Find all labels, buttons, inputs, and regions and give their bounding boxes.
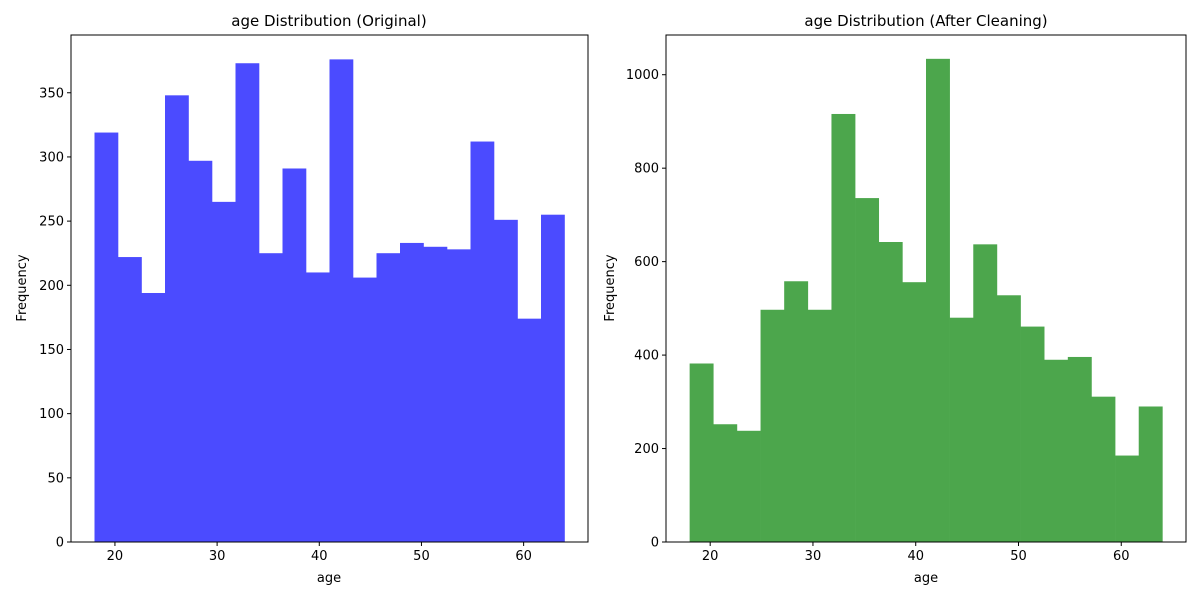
- histogram-bar: [400, 242, 424, 542]
- y-axis-label: Frequency: [603, 254, 618, 321]
- histogram-bar: [282, 168, 307, 543]
- x-tick-label: 50: [413, 549, 430, 564]
- histogram-bar: [831, 113, 856, 542]
- histogram-bar: [926, 58, 950, 543]
- x-axis-label: age: [317, 571, 341, 586]
- histogram-bar: [878, 242, 903, 542]
- histogram-bar: [517, 318, 542, 542]
- histogram-bar: [541, 214, 565, 542]
- chart-title: age Distribution (Original): [231, 12, 426, 30]
- histogram-bar: [423, 246, 448, 543]
- histogram-bar: [784, 281, 809, 542]
- histogram-bar: [1044, 359, 1069, 542]
- y-tick-label: 250: [39, 215, 64, 230]
- plot-frame: [665, 34, 1187, 543]
- histogram-bar: [949, 317, 974, 542]
- y-tick-label: 200: [634, 442, 659, 457]
- y-tick-label: 400: [634, 349, 659, 364]
- histogram-bar: [996, 295, 1021, 542]
- y-tick-label: 300: [39, 150, 64, 165]
- histogram-bar: [855, 198, 880, 542]
- histogram-bar: [353, 277, 377, 542]
- x-tick-label: 60: [1113, 549, 1130, 564]
- x-axis-label: age: [914, 571, 938, 586]
- y-tick-label: 600: [634, 255, 659, 270]
- histogram-bar: [376, 253, 401, 543]
- histogram-bar: [118, 257, 142, 542]
- histogram-bar: [807, 309, 832, 542]
- y-tick-label: 200: [39, 279, 64, 294]
- y-tick-label: 0: [651, 536, 659, 551]
- histogram-bar: [1138, 406, 1163, 542]
- plot-frame: [70, 34, 589, 543]
- histogram-bar: [713, 424, 738, 542]
- histogram-bar: [902, 282, 927, 542]
- y-ticks: 0 50 100 150 200 250 300 350: [39, 86, 71, 551]
- bars-group: [689, 58, 1163, 543]
- histogram-bar: [1020, 326, 1045, 542]
- histogram-bar: [165, 95, 189, 542]
- y-ticks: 0 200 400 600 800 1000: [626, 68, 666, 551]
- histogram-bar: [689, 363, 714, 542]
- y-tick-label: 50: [47, 471, 64, 486]
- x-tick-label: 40: [907, 549, 924, 564]
- histogram-bar: [494, 219, 518, 542]
- y-tick-label: 100: [39, 407, 64, 422]
- histogram-bar: [235, 63, 260, 542]
- histogram-bar: [470, 141, 495, 542]
- y-tick-label: 800: [634, 162, 659, 177]
- histogram-bar: [1115, 455, 1140, 542]
- x-tick-label: 20: [702, 549, 719, 564]
- histogram-bar: [973, 244, 998, 543]
- histogram-bar: [329, 59, 354, 543]
- bars-group: [94, 59, 565, 543]
- histogram-bar: [141, 292, 166, 542]
- histogram-bar: [1091, 396, 1116, 542]
- x-ticks: 20 30 40 50 60: [107, 542, 532, 564]
- y-tick-label: 350: [39, 86, 64, 101]
- x-tick-label: 20: [107, 549, 124, 564]
- histogram-bar: [760, 309, 785, 542]
- histogram-bar: [188, 160, 213, 542]
- histogram-bar: [306, 272, 330, 542]
- y-axis-label: Frequency: [15, 254, 30, 321]
- histogram-bar: [212, 201, 236, 542]
- x-tick-label: 40: [311, 549, 328, 564]
- x-tick-label: 60: [515, 549, 532, 564]
- x-tick-label: 30: [209, 549, 226, 564]
- x-ticks: 20 30 40 50 60: [702, 542, 1130, 564]
- histogram-bar: [736, 430, 761, 542]
- histogram-bar: [94, 132, 119, 542]
- y-tick-label: 150: [39, 343, 64, 358]
- histogram-bar: [1067, 356, 1092, 542]
- chart-after-cleaning: age Distribution (After Cleaning) 20 30 40…: [603, 12, 1187, 586]
- x-tick-label: 30: [805, 549, 822, 564]
- chart-title: age Distribution (After Cleaning): [804, 12, 1047, 30]
- x-tick-label: 50: [1010, 549, 1027, 564]
- y-tick-label: 0: [56, 536, 64, 551]
- chart-original: age Distribution (Original) 20 30 40 50 60 0…: [15, 12, 589, 586]
- histogram-bar: [259, 253, 283, 543]
- histogram-bar: [447, 249, 471, 542]
- y-tick-label: 1000: [626, 68, 659, 83]
